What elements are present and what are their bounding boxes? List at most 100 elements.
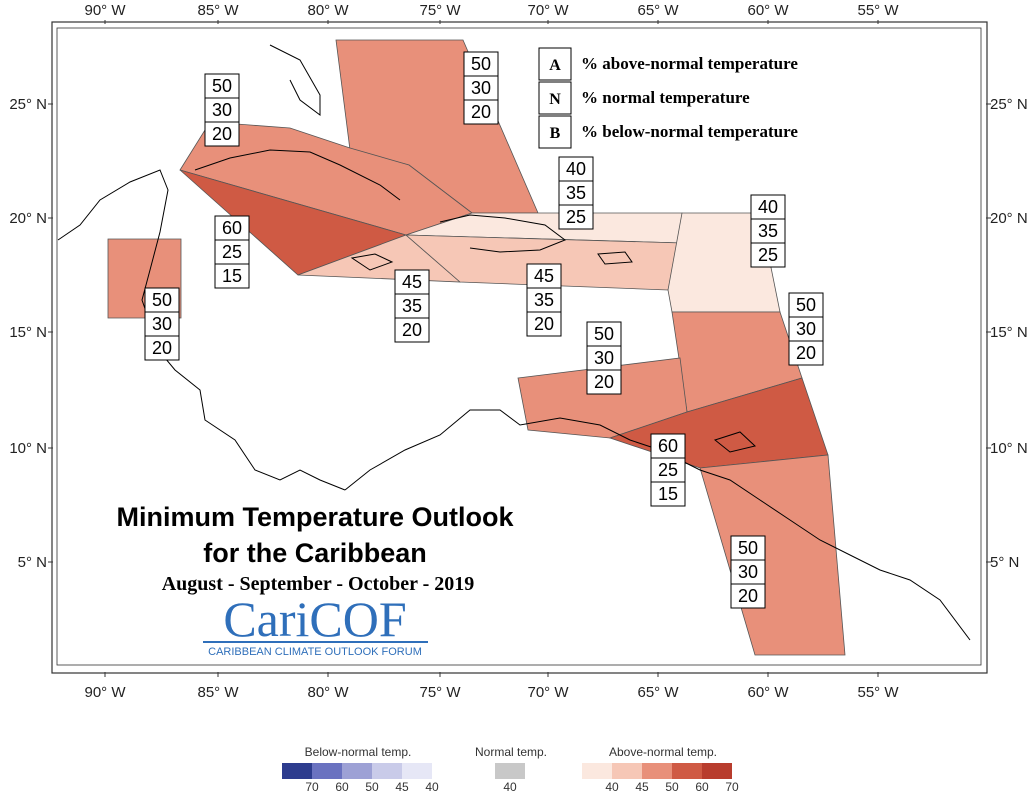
prob-cell [526,287,562,313]
scale-tick-above: 45 [635,780,649,791]
logo-wordmark: CariCOF [223,591,406,647]
prob-box-hispaniola-pr-south: 45 35 20 [526,263,562,337]
coast-jamaica [350,253,394,271]
lon-label-top: 75° W [419,2,461,19]
lat-label-left: 5° N [18,554,47,571]
prob-value-B: 20 [471,102,491,122]
scale-tick-below: 50 [365,780,379,791]
lat-labels-right: 25° N 20° N 15° N 10° N 5° N [986,96,1028,571]
scale-title-normal: Normal temp. [475,745,547,759]
prob-cell [650,433,686,459]
prob-value-A: 40 [758,197,778,217]
prob-cell [214,239,250,265]
prob-cell [750,242,786,268]
prob-cell [730,583,766,609]
prob-value-N: 35 [758,221,778,241]
legend-description: % above-normal temperature [581,54,798,73]
logo-underline [203,641,428,643]
prob-value-A: 50 [738,538,758,558]
prob-cell [394,317,430,343]
lon-label-top: 55° W [857,2,899,19]
prob-box-belize: 50 30 20 [144,287,180,361]
prob-value-N: 30 [212,100,232,120]
coast-cuba [194,149,401,201]
lon-label-bottom: 70° W [527,684,569,701]
prob-box-jamaica-haiti-east: 45 35 20 [394,269,430,343]
prob-box-bahamas: 50 30 20 [463,51,499,125]
lat-label-left: 25° N [9,96,47,113]
prob-cell [526,263,562,289]
scale-tick-above: 40 [605,780,619,791]
prob-value-N: 25 [658,460,678,480]
prob-value-A: 60 [222,218,242,238]
prob-box-abc-islands: 50 30 20 [586,321,622,395]
scale-swatch [402,763,432,779]
prob-box-cuba-south-jamaica-cayman: 60 25 15 [214,215,250,289]
prob-value-B: 20 [402,320,422,340]
prob-box-cuba-west: 50 30 20 [204,73,240,147]
scale-swatch [282,763,312,779]
prob-box-guianas: 50 30 20 [730,535,766,609]
prob-value-N: 35 [402,296,422,316]
lon-label-bottom: 60° W [747,684,789,701]
title-line1: Minimum Temperature Outlook [116,502,514,532]
prob-cell [463,99,499,125]
prob-value-B: 20 [594,372,614,392]
lon-labels-top: 90° W 85° W 80° W 75° W 70° W 65° W 60° W 55° W [84,2,899,24]
scale-tick-above: 50 [665,780,679,791]
prob-cell [586,369,622,395]
prob-cell [586,321,622,347]
scale-tick-below: 60 [335,780,349,791]
coast-hispaniola [439,214,567,253]
prob-value-A: 50 [594,324,614,344]
prob-cell [558,156,594,182]
caricof-logo: CariCOF CARIBBEAN CLIMATE OUTLOOK FORUM [203,591,428,658]
prob-value-B: 15 [222,266,242,286]
map-inner-frame [56,27,982,666]
lon-label-top: 65° W [637,2,679,19]
lon-label-top: 80° W [307,2,349,19]
coast-puerto-rico [597,251,633,265]
lon-label-bottom: 85° W [197,684,239,701]
title-line2: for the Caribbean [203,538,427,568]
prob-cell [144,311,180,337]
lat-label-left: 15° N [9,324,47,341]
lon-label-top: 60° W [747,2,789,19]
scale-normal: Normal temp. 40 [475,745,547,791]
prob-value-N: 25 [222,242,242,262]
prob-cell [204,121,240,147]
legend-key-letter: B [550,125,561,142]
prob-cell [526,311,562,337]
legend-key-letter: A [549,57,561,74]
scale-swatch [582,763,612,779]
prob-cell [558,204,594,230]
lon-labels-bottom: 90° W 85° W 80° W 75° W 70° W 65° W 60° W 55° W [84,672,899,701]
prob-value-N: 30 [471,78,491,98]
prob-value-A: 45 [534,266,554,286]
prob-value-A: 50 [796,295,816,315]
prob-cell [214,263,250,289]
prob-cell [750,194,786,220]
prob-value-N: 30 [796,319,816,339]
prob-value-A: 50 [471,54,491,74]
prob-cell [650,457,686,483]
title-dates: August - September - October - 2019 [162,573,475,595]
scale-tick-below: 70 [305,780,319,791]
prob-value-A: 50 [212,76,232,96]
legend-key: A % above-normal temperature N % normal tem… [538,47,798,149]
prob-value-B: 15 [658,484,678,504]
prob-cell [463,75,499,101]
scale-tick-above: 70 [725,780,739,791]
prob-value-N: 35 [534,290,554,310]
scale-swatch [495,763,525,779]
prob-cell [394,269,430,295]
scale-swatch [702,763,732,779]
lon-label-bottom: 90° W [84,684,126,701]
coast-florida [269,44,321,116]
prob-value-A: 40 [566,159,586,179]
prob-value-N: 30 [594,348,614,368]
prob-box-windward-islands: 50 30 20 [788,292,824,366]
lat-label-right: 5° N [990,554,1019,571]
